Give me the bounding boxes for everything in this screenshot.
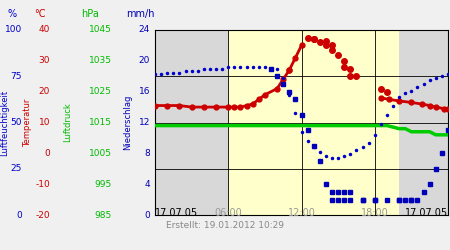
Text: 12: 12 xyxy=(139,118,150,127)
Text: 40: 40 xyxy=(39,26,50,35)
Text: mm/h: mm/h xyxy=(126,9,154,19)
Bar xyxy=(155,30,228,215)
Text: 0: 0 xyxy=(16,210,22,220)
Text: 17.07.05: 17.07.05 xyxy=(405,208,448,218)
Text: 100: 100 xyxy=(5,26,22,35)
Text: 8: 8 xyxy=(144,149,150,158)
Text: Temperatur: Temperatur xyxy=(23,98,32,147)
Text: °C: °C xyxy=(34,9,46,19)
Text: 75: 75 xyxy=(10,72,22,81)
Text: -20: -20 xyxy=(36,210,50,220)
Text: 1025: 1025 xyxy=(89,87,112,96)
Text: 0: 0 xyxy=(144,210,150,220)
Text: 985: 985 xyxy=(95,210,112,220)
Text: Luftfeuchtigkeit: Luftfeuchtigkeit xyxy=(0,90,9,156)
Text: %: % xyxy=(8,9,17,19)
Text: 30: 30 xyxy=(39,56,50,65)
Text: 06:00: 06:00 xyxy=(214,208,242,218)
Text: 20: 20 xyxy=(39,87,50,96)
Text: Erstellt: 19.01.2012 10:29: Erstellt: 19.01.2012 10:29 xyxy=(166,220,284,230)
Text: 10: 10 xyxy=(39,118,50,127)
Text: 20: 20 xyxy=(139,56,150,65)
Text: 17.07.05: 17.07.05 xyxy=(155,208,198,218)
Text: Luftdruck: Luftdruck xyxy=(63,102,72,142)
Text: 1035: 1035 xyxy=(89,56,112,65)
Text: 12:00: 12:00 xyxy=(288,208,315,218)
Text: hPa: hPa xyxy=(81,9,99,19)
Text: 995: 995 xyxy=(95,180,112,189)
Text: 50: 50 xyxy=(10,118,22,127)
Text: 1045: 1045 xyxy=(89,26,112,35)
Text: Niederschlag: Niederschlag xyxy=(123,95,132,150)
Text: 1005: 1005 xyxy=(89,149,112,158)
Bar xyxy=(228,30,399,215)
Text: 24: 24 xyxy=(139,26,150,35)
Bar xyxy=(399,30,448,215)
Text: 0: 0 xyxy=(44,149,50,158)
Text: 4: 4 xyxy=(144,180,150,189)
Text: 1015: 1015 xyxy=(89,118,112,127)
Text: -10: -10 xyxy=(35,180,50,189)
Text: 16: 16 xyxy=(139,87,150,96)
Text: 18:00: 18:00 xyxy=(361,208,389,218)
Text: 25: 25 xyxy=(11,164,22,173)
